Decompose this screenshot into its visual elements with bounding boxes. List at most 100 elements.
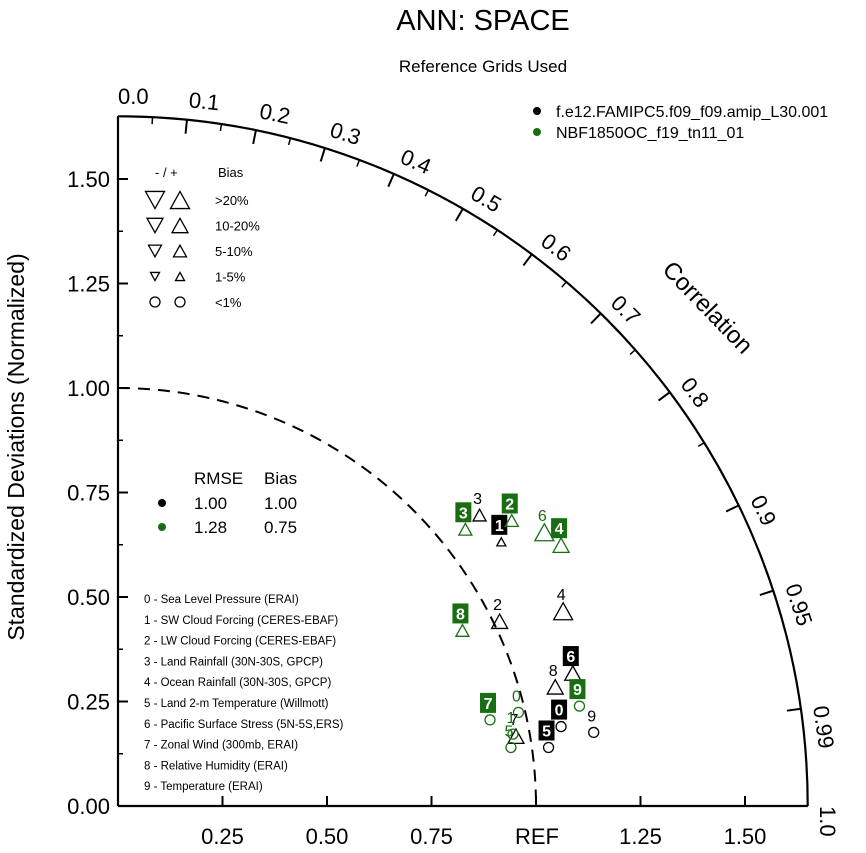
- data-point-label: 3: [459, 505, 468, 522]
- variable-legend-item: 0 - Sea Level Pressure (ERAI): [144, 594, 299, 606]
- variable-legend-item: 3 - Land Rainfall (30N-30S, GPCP): [144, 656, 323, 668]
- data-point-marker: [542, 741, 555, 754]
- chart-subtitle: Reference Grids Used: [399, 57, 567, 76]
- rmse-legend-bias-value: 0.75: [264, 518, 297, 537]
- data-point-marker: [573, 700, 586, 712]
- variable-legend-item: 4 - Ocean Rainfall (30N-30S, GPCP): [144, 677, 331, 689]
- legends-layer: f.e12.FAMIPC5.f09_f09.amip_L30.001 NBF185…: [144, 104, 828, 793]
- variable-legend-item: 1 - SW Cloud Forcing (CERES-EBAF): [144, 615, 338, 627]
- corr-tick-mark: [725, 504, 740, 513]
- bias-legend-plus-marker: [169, 190, 191, 210]
- variable-legend-item: 2 - LW Cloud Forcing (CERES-EBAF): [144, 636, 336, 648]
- bias-legend-header: Bias: [218, 165, 244, 180]
- variable-legend-item: 8 - Relative Humidity (ERAI): [144, 760, 288, 772]
- data-point-label: 6: [566, 649, 575, 666]
- model-legend-dot: [533, 128, 541, 136]
- x-tick-label: 1.50: [724, 824, 767, 849]
- data-point-label-box: [452, 603, 469, 624]
- data-point-label-box: [455, 502, 472, 523]
- data-point-marker: [512, 706, 525, 719]
- data-point-label: 2: [493, 597, 502, 614]
- reference-arc: [117, 387, 537, 807]
- bias-legend-plus-marker: [174, 271, 186, 282]
- corr-tick-mark: [184, 119, 188, 134]
- data-point-label: 6: [538, 508, 547, 525]
- bias-legend-minus-marker: [149, 271, 161, 282]
- bias-legend-minus-marker: [147, 244, 163, 259]
- corr-tick-label: 0.4: [397, 144, 435, 179]
- correlation-arc: [117, 115, 809, 807]
- data-point-label: 1: [495, 518, 504, 535]
- data-point-label: 5: [504, 723, 513, 740]
- data-point-label-box: [480, 692, 497, 713]
- bias-legend-plus-marker: [174, 296, 186, 308]
- data-point-label: 8: [549, 663, 558, 680]
- corr-tick-label: 0.95: [780, 580, 817, 628]
- variable-legend-item: 7 - Zonal Wind (300mb, ERAI): [144, 740, 298, 752]
- y-tick-label: 0.25: [67, 690, 110, 715]
- bias-legend-label: 1-5%: [215, 270, 246, 285]
- data-point-label: 4: [557, 587, 566, 604]
- x-tick-label: 0.25: [201, 824, 244, 849]
- data-point-marker: [555, 720, 567, 733]
- data-point-marker: [457, 522, 473, 536]
- data-point-marker: [551, 536, 571, 554]
- corr-minor-tick: [766, 589, 774, 594]
- corr-tick-label: 0.3: [327, 117, 364, 150]
- data-point-label-box: [551, 699, 568, 720]
- bias-legend-plus-marker: [170, 216, 190, 234]
- data-point-label: 3: [473, 491, 482, 508]
- corr-tick-label: 1.0: [815, 806, 840, 837]
- bias-legend-plus-marker: [172, 243, 188, 258]
- data-point-label-box: [569, 679, 586, 700]
- y-tick-label: 1.25: [67, 272, 110, 297]
- bias-legend-label: 10-20%: [215, 219, 260, 234]
- corr-tick-label: 0.99: [808, 704, 839, 750]
- bias-legend-label: 5-10%: [215, 244, 253, 259]
- x-tick-label: 0.50: [306, 824, 349, 849]
- corr-tick-label: 0.9: [745, 491, 781, 529]
- corr-tick-mark: [522, 253, 533, 267]
- variable-legend-item: 9 - Temperature (ERAI): [144, 781, 263, 793]
- data-point-label: 5: [542, 723, 551, 740]
- rmse-legend-header: RMSE: [194, 469, 243, 488]
- data-point-label: 4: [555, 521, 564, 538]
- data-point-label: 2: [505, 497, 514, 514]
- corr-tick-mark: [387, 173, 395, 188]
- data-point-marker: [533, 522, 555, 542]
- bias-legend-minus-marker: [149, 296, 161, 308]
- data-point-label: 7: [509, 712, 518, 729]
- corr-tick-mark: [252, 130, 257, 145]
- corr-tick-mark: [454, 208, 464, 222]
- data-point-marker: [563, 664, 582, 681]
- corr-minor-tick: [697, 442, 705, 448]
- y-tick-label: 1.50: [67, 167, 110, 192]
- data-point-marker: [546, 678, 565, 695]
- corr-tick-mark: [590, 312, 602, 325]
- data-point-label: 1: [507, 710, 516, 727]
- data-point-label: 7: [484, 696, 493, 713]
- bias-legend-header-sign: - / +: [155, 165, 178, 180]
- bias-legend-label: <1%: [215, 295, 242, 310]
- data-point-marker: [552, 601, 574, 621]
- variable-legend-item: 5 - Land 2-m Temperature (Willmott): [144, 698, 329, 710]
- corr-tick-label: 0.1: [188, 87, 221, 115]
- model-legend-label: f.e12.FAMIPC5.f09_f09.amip_L30.001: [556, 104, 828, 121]
- corr-minor-tick: [629, 349, 636, 355]
- data-point-label: 9: [587, 708, 596, 725]
- data-point-label-box: [551, 518, 568, 539]
- x-tick-label: 0.75: [410, 824, 453, 849]
- data-point-marker: [484, 714, 496, 726]
- data-point-label: 0: [512, 688, 521, 705]
- data-point-marker: [495, 536, 507, 547]
- model-legend-label: NBF1850OC_f19_tn11_01: [556, 125, 744, 142]
- data-point-marker: [506, 727, 526, 745]
- corr-tick-label: 0.5: [467, 181, 506, 218]
- rmse-legend-dot: [158, 499, 166, 507]
- data-point-marker: [588, 726, 600, 739]
- rmse-legend-value: 1.28: [194, 518, 227, 537]
- data-point-label-box: [538, 720, 555, 741]
- y-tick-label: 1.00: [67, 376, 110, 401]
- bias-legend-minus-marker: [145, 217, 165, 235]
